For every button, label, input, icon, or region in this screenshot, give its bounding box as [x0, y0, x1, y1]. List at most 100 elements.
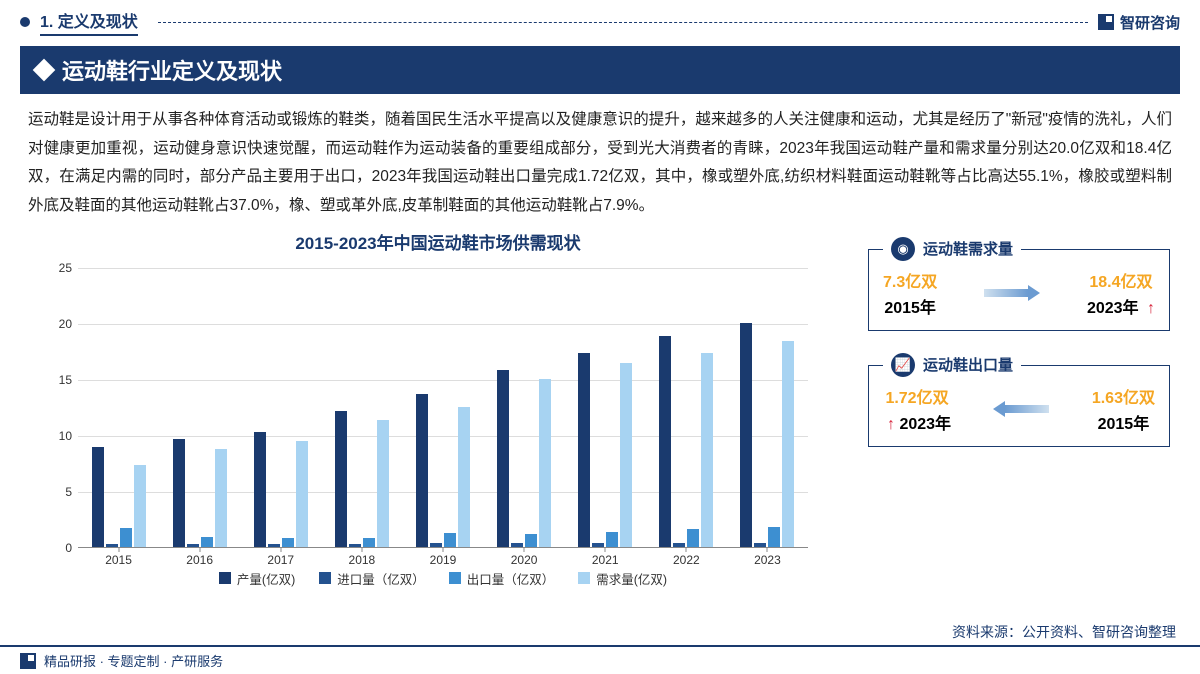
legend-label: 产量(亿双) [237, 569, 295, 588]
bar [282, 538, 294, 547]
bar [173, 439, 185, 547]
legend-swatch [219, 572, 231, 584]
bar [416, 394, 428, 546]
bar [458, 407, 470, 547]
info-value: 18.4亿双 [1087, 268, 1155, 292]
bar [215, 449, 227, 546]
bar-group [335, 411, 389, 547]
bar-group [416, 394, 470, 546]
section-header: 1. 定义及现状 智研咨询 [0, 0, 1200, 40]
bar-group [173, 439, 227, 547]
x-axis-label: 2016 [186, 547, 213, 567]
section-label: 1. 定义及现状 [40, 8, 138, 36]
legend-swatch [449, 572, 461, 584]
plot-area: 0510152025201520162017201820192020202120… [78, 268, 808, 548]
bar [687, 529, 699, 547]
bar-group [659, 336, 713, 547]
info-row: 1.72亿双↑ 2023年 1.63亿双2015年 [883, 384, 1155, 434]
page-title: 运动鞋行业定义及现状 [62, 54, 282, 86]
x-axis-label: 2020 [511, 547, 538, 567]
x-axis-label: 2018 [349, 547, 376, 567]
bar [539, 379, 551, 547]
legend-item: 进口量（亿双） [319, 569, 425, 588]
info-value: 1.63亿双 [1092, 384, 1155, 408]
x-axis-label: 2019 [430, 547, 457, 567]
legend-swatch [319, 572, 331, 584]
bar [254, 432, 266, 546]
info-year: 2015年 [1092, 410, 1155, 434]
bar [92, 447, 104, 547]
bar [701, 353, 713, 547]
y-axis-label: 20 [38, 317, 78, 331]
bar-group [497, 370, 551, 547]
info-tab: ◉ 运动鞋需求量 [883, 237, 1021, 261]
info-box: ◉运动鞋需求量7.3亿双2015年18.4亿双2023年 ↑ [868, 249, 1170, 331]
info-tab: 📈 运动鞋出口量 [883, 353, 1021, 377]
y-axis-label: 5 [38, 485, 78, 499]
bar [201, 537, 213, 547]
info-title: 运动鞋需求量 [923, 238, 1013, 259]
bar-group [92, 447, 146, 547]
legend-item: 出口量（亿双） [449, 569, 555, 588]
x-axis-label: 2017 [267, 547, 294, 567]
bar [578, 353, 590, 547]
bar [120, 528, 132, 546]
bar [497, 370, 509, 547]
x-axis-label: 2021 [592, 547, 619, 567]
grid-line [78, 324, 808, 325]
bar-group [254, 432, 308, 546]
x-axis-label: 2015 [105, 547, 132, 567]
info-title: 运动鞋出口量 [923, 354, 1013, 375]
brand-block: 智研咨询 [1098, 12, 1180, 33]
bar [335, 411, 347, 547]
info-icon: 📈 [891, 353, 915, 377]
legend-label: 需求量(亿双) [596, 569, 667, 588]
divider-line [158, 22, 1088, 23]
bar [768, 527, 780, 546]
info-row: 7.3亿双2015年 18.4亿双2023年 ↑ [883, 268, 1155, 318]
bar [296, 441, 308, 546]
y-axis-label: 10 [38, 429, 78, 443]
bar-chart: 0510152025201520162017201820192020202120… [28, 258, 828, 588]
legend-swatch [578, 572, 590, 584]
brand-name: 智研咨询 [1120, 12, 1180, 33]
arrow-left-icon [993, 401, 1049, 417]
bar [134, 465, 146, 547]
y-axis-label: 15 [38, 373, 78, 387]
bar-group [578, 353, 632, 547]
footer-bar: 精品研报 · 专题定制 · 产研服务 [0, 645, 1200, 674]
bullet-icon [20, 17, 30, 27]
footer-logo-icon [20, 653, 36, 669]
info-column: ◉运动鞋需求量7.3亿双2015年18.4亿双2023年 ↑📈运动鞋出口量1.7… [848, 229, 1180, 588]
info-cell: 1.63亿双2015年 [1092, 384, 1155, 434]
info-icon: ◉ [891, 237, 915, 261]
info-year: ↑ 2023年 [883, 410, 951, 434]
bar [444, 533, 456, 546]
info-box: 📈运动鞋出口量1.72亿双↑ 2023年1.63亿双2015年 [868, 365, 1170, 447]
bar [363, 538, 375, 547]
legend-label: 出口量（亿双） [467, 569, 555, 588]
brand-logo-icon [1098, 14, 1114, 30]
info-cell: 7.3亿双2015年 [883, 268, 937, 318]
chart-title: 2015-2023年中国运动鞋市场供需现状 [28, 229, 848, 254]
footer-text: 精品研报 · 专题定制 · 产研服务 [44, 651, 223, 670]
info-value: 7.3亿双 [883, 268, 937, 292]
y-axis-label: 25 [38, 261, 78, 275]
body-paragraph: 运动鞋是设计用于从事各种体育活动或锻炼的鞋类，随着国民生活水平提高以及健康意识的… [28, 106, 1172, 221]
bar [620, 363, 632, 547]
x-axis-label: 2023 [754, 547, 781, 567]
chart-column: 2015-2023年中国运动鞋市场供需现状 051015202520152016… [28, 229, 848, 588]
legend-label: 进口量（亿双） [337, 569, 425, 588]
source-text: 资料来源：公开资料、智研咨询整理 [952, 622, 1176, 642]
legend-item: 需求量(亿双) [578, 569, 667, 588]
info-year: 2023年 ↑ [1087, 294, 1155, 318]
info-year: 2015年 [883, 294, 937, 318]
grid-line [78, 268, 808, 269]
bar-group [740, 323, 794, 547]
bar [782, 341, 794, 547]
info-value: 1.72亿双 [883, 384, 951, 408]
page-title-bar: 运动鞋行业定义及现状 [20, 46, 1180, 94]
chart-legend: 产量(亿双) 进口量（亿双） 出口量（亿双） 需求量(亿双) [78, 569, 808, 588]
diamond-icon [33, 59, 56, 82]
bar [659, 336, 671, 547]
